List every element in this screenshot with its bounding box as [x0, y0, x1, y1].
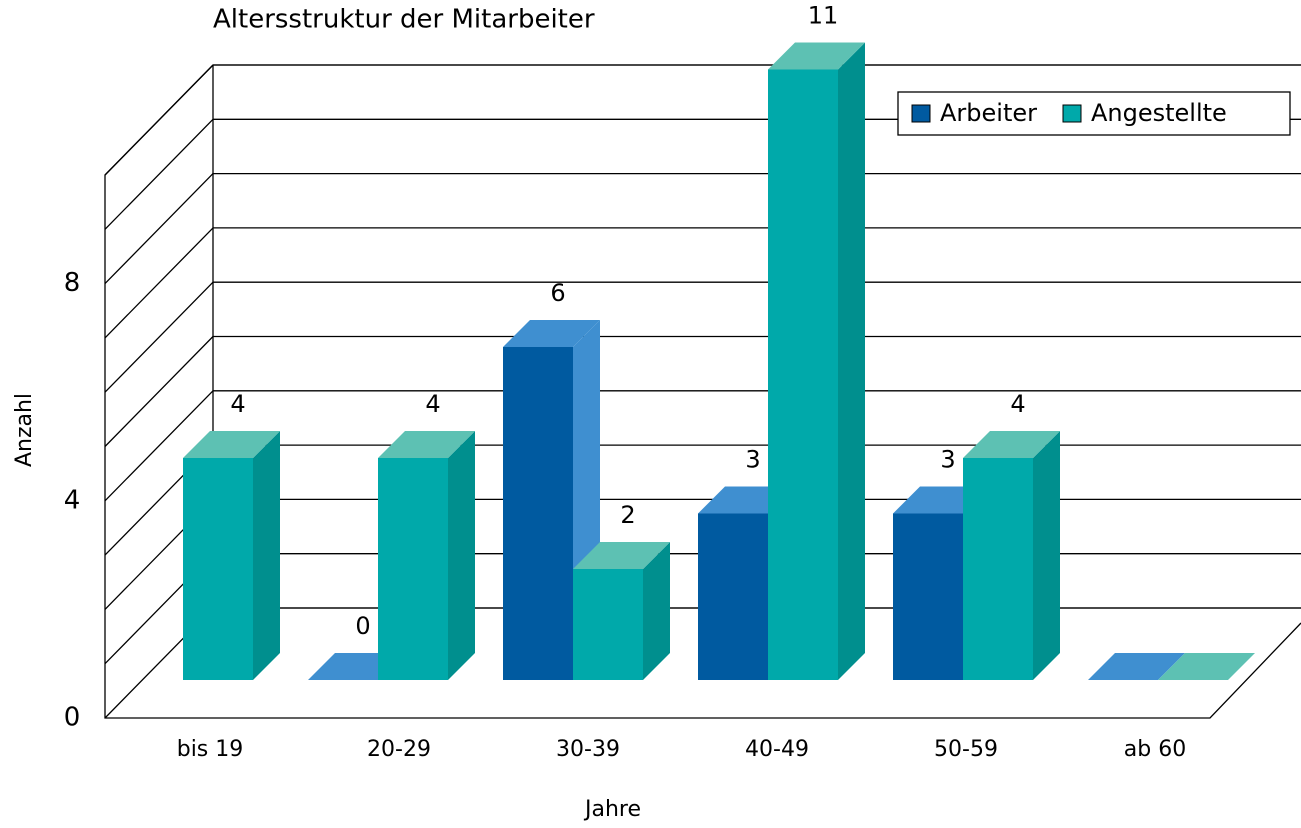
y-tick-label: 8	[64, 268, 81, 298]
value-label: 11	[808, 2, 839, 30]
x-axis-label: Jahre	[583, 797, 641, 822]
bar-top	[768, 42, 865, 70]
bar-top	[963, 431, 1060, 458]
grid-line	[104, 227, 214, 339]
bar-front	[183, 458, 253, 680]
value-label: 6	[550, 279, 565, 307]
bar-front	[893, 513, 963, 680]
bar-top	[573, 542, 670, 569]
chart-title: Altersstruktur der Mitarbeiter	[213, 5, 595, 35]
legend-box	[897, 91, 1291, 136]
value-label: 4	[1010, 390, 1025, 418]
grid-line	[104, 173, 214, 285]
bar-side	[643, 542, 670, 680]
value-label: 4	[425, 390, 440, 418]
bar-front	[503, 347, 573, 680]
bar-front	[573, 569, 643, 680]
legend-swatch	[911, 104, 931, 123]
bar-side	[1033, 431, 1060, 680]
value-label: 0	[355, 612, 370, 640]
bar-top	[503, 320, 600, 347]
grid-line	[104, 281, 214, 393]
bar-front	[963, 458, 1033, 680]
bar-side	[838, 42, 865, 680]
grid-line	[104, 118, 214, 230]
bar-side	[448, 431, 475, 680]
x-tick-label: bis 19	[177, 737, 244, 762]
bar-top	[1158, 653, 1255, 680]
bar-top	[1088, 653, 1185, 680]
bar-front	[378, 458, 448, 680]
x-tick-label: 40-49	[745, 737, 809, 762]
value-label: 2	[620, 501, 635, 529]
bar-front	[698, 513, 768, 680]
y-tick-label: 4	[64, 485, 81, 515]
legend-label: Angestellte	[1091, 99, 1227, 127]
x-tick-label: ab 60	[1124, 737, 1186, 762]
bar-top	[378, 431, 475, 458]
legend-swatch	[1062, 104, 1082, 123]
legend-label: Arbeiter	[940, 99, 1037, 127]
value-label: 3	[940, 446, 955, 474]
grid-line	[104, 336, 214, 447]
value-label: 3	[745, 446, 760, 474]
bar-front	[768, 69, 838, 680]
grid-line	[104, 64, 214, 176]
y-axis-label: Anzahl	[12, 393, 37, 467]
x-tick-label: 20-29	[367, 737, 431, 762]
bar-side	[253, 431, 280, 680]
grid-line	[104, 390, 214, 502]
x-tick-label: 30-39	[556, 737, 620, 762]
x-tick-label: 50-59	[934, 737, 998, 762]
y-tick-label: 0	[64, 703, 81, 733]
value-label: 4	[230, 390, 245, 418]
bar-top	[183, 431, 280, 458]
